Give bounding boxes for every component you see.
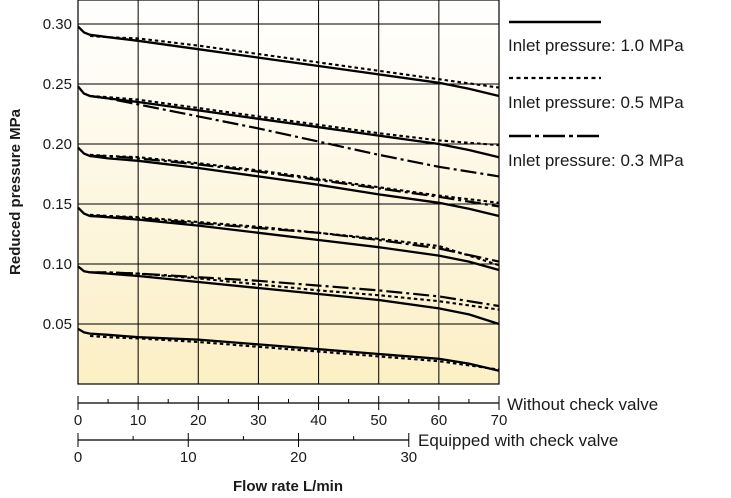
y-axis-title: Reduced pressure MPa: [7, 108, 24, 275]
x-scale-tick-label: 20: [290, 449, 307, 466]
series-line-inlet-05-set-005: [89, 334, 500, 371]
y-tick-label: 0.05: [43, 316, 72, 333]
legend: Inlet pressure: 1.0 MPa Inlet pressure: …: [508, 20, 684, 170]
x-scale-tick-label: 0: [74, 412, 82, 429]
x-scale-tick-label: 30: [250, 412, 267, 429]
series-line-inlet-05-set-025: [89, 94, 500, 147]
series-line-inlet-10-set-015: [77, 206, 500, 272]
series-line-inlet-10-set-02: [77, 146, 500, 218]
y-axis-tick-labels: 0.05 0.10 0.15 0.20 0.25 0.30: [43, 16, 72, 333]
legend-label-0-5-mpa: Inlet pressure: 0.5 MPa: [508, 93, 684, 112]
x-scale-tick-label: 20: [190, 412, 207, 429]
legend-label-1-0-mpa: Inlet pressure: 1.0 MPa: [508, 36, 684, 55]
x-axis-title: Flow rate L/min: [233, 478, 343, 495]
series-line-inlet-10-set-03: [77, 25, 500, 98]
x-scale-tick-label: 30: [400, 449, 417, 466]
y-tick-label: 0.25: [43, 76, 72, 93]
legend-label-0-3-mpa: Inlet pressure: 0.3 MPa: [508, 151, 684, 170]
x-scale-without-check-valve: 0 10 20 30 40 50 60 70: [74, 396, 508, 429]
plot-area: [78, 0, 499, 384]
x-scale-tick-label: 60: [431, 412, 448, 429]
series-line-inlet-10-set-01: [77, 265, 500, 326]
x-scale-with-check-valve-label: Equipped with check valve: [418, 431, 618, 450]
series-line-inlet-03-set-015: [90, 214, 500, 263]
y-tick-label: 0.15: [43, 196, 72, 213]
series-line-inlet-03-set-02: [90, 154, 500, 208]
x-scale-tick-label: 10: [180, 449, 197, 466]
y-tick-label: 0.10: [43, 256, 72, 273]
x-scale-tick-label: 10: [130, 412, 147, 429]
y-tick-label: 0.20: [43, 136, 72, 153]
y-tick-label: 0.30: [43, 16, 72, 33]
plot-frame: [77, 0, 500, 385]
series-line-inlet-03-set-01: [90, 271, 500, 308]
grid: [78, 0, 499, 384]
x-scale-tick-label: 70: [491, 412, 508, 429]
series-line-inlet-05-set-03: [89, 34, 500, 89]
series-line-inlet-10-set-025: [77, 85, 500, 159]
x-scale-without-check-valve-label: Without check valve: [507, 395, 658, 414]
x-scale-tick-label: 0: [74, 449, 82, 466]
series-lines: [77, 25, 500, 372]
x-scale-tick-label: 50: [370, 412, 387, 429]
series-line-inlet-10-set-005: [77, 327, 500, 372]
x-scale-with-check-valve: 0 10 20 30: [74, 433, 417, 466]
x-scale-tick-label: 40: [310, 412, 327, 429]
series-line-inlet-03-set-025: [89, 94, 500, 178]
